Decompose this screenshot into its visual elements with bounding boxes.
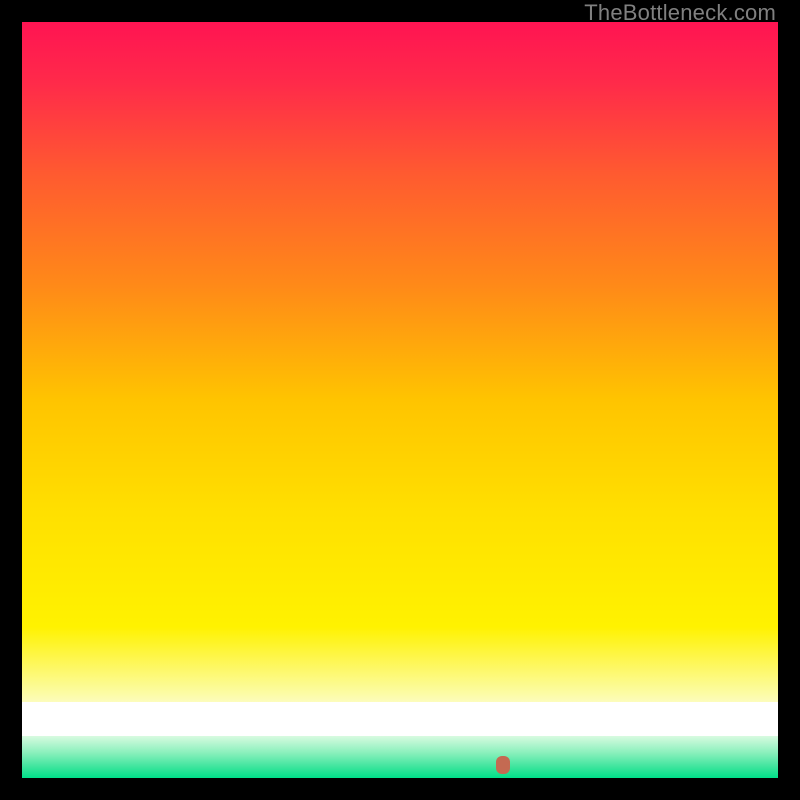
- watermark-text: TheBottleneck.com: [584, 0, 776, 26]
- plot-gradient: [22, 22, 778, 778]
- border-left: [0, 0, 22, 800]
- green-band: [22, 736, 778, 778]
- border-bottom: [0, 778, 800, 800]
- plot-area: [22, 22, 778, 778]
- chart-frame: TheBottleneck.com: [0, 0, 800, 800]
- optimum-marker: [496, 756, 510, 774]
- white-band: [22, 702, 778, 736]
- border-right: [778, 0, 800, 800]
